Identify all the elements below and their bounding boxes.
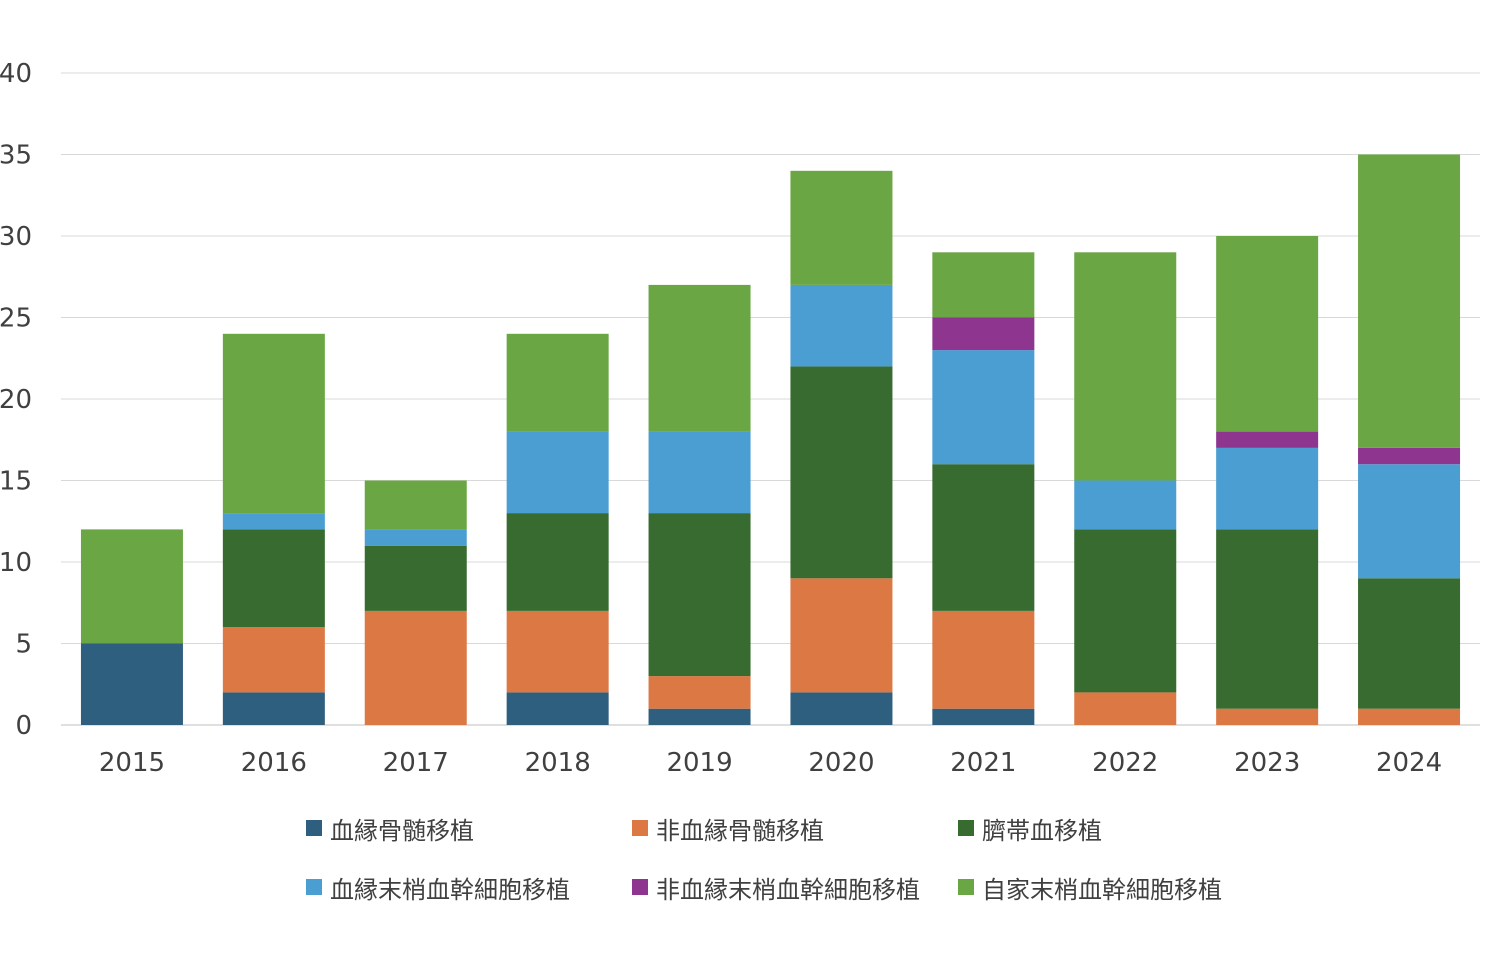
bar-segment-2018-series-0 <box>506 692 609 725</box>
bar-segment-2023-series-5 <box>1216 236 1319 432</box>
y-tick-label: 40 <box>0 59 32 89</box>
bar-segment-2021-series-4 <box>932 317 1035 351</box>
bar-stack-2018 <box>506 333 609 725</box>
legend-label: 臍帯血移植 <box>982 816 1102 845</box>
bar-segment-2023-series-3 <box>1216 447 1319 530</box>
bar-segment-2021-series-2 <box>932 464 1035 611</box>
bar-stack-2023 <box>1216 236 1319 725</box>
bar-segment-2020-series-2 <box>790 366 893 579</box>
legend-item: 血縁末梢血幹細胞移植 <box>306 871 632 904</box>
legend-item: 自家末梢血幹細胞移植 <box>958 871 1288 904</box>
bar-stack-2020 <box>790 170 893 725</box>
bar-segment-2019-series-3 <box>648 431 751 514</box>
x-tick-label: 2021 <box>950 748 1016 778</box>
y-axis-tick-labels: 0 5 10 15 20 25 30 35 40 <box>0 59 32 741</box>
bar-segment-2016-series-0 <box>222 692 325 725</box>
bar-segment-2024-series-4 <box>1358 447 1461 465</box>
bar-segment-2021-series-3 <box>932 350 1035 465</box>
legend-swatch <box>958 820 974 836</box>
bar-segment-2019-series-2 <box>648 513 751 677</box>
bar-segment-2022-series-2 <box>1074 529 1177 693</box>
legend-label: 非血縁末梢血幹細胞移植 <box>656 875 920 904</box>
y-tick-label: 30 <box>0 222 32 252</box>
bar-segment-2021-series-5 <box>932 252 1035 318</box>
bar-stack-2022 <box>1074 252 1177 725</box>
y-tick-label: 5 <box>15 630 32 660</box>
x-tick-label: 2020 <box>808 748 874 778</box>
bar-segment-2016-series-3 <box>222 513 325 530</box>
legend-item: 非血縁骨髄移植 <box>632 812 958 845</box>
y-tick-label: 0 <box>15 711 32 741</box>
bar-segment-2020-series-0 <box>790 692 893 725</box>
x-axis-tick-labels: 2015 2016 2017 2018 2019 2020 2021 2022 2023 2024 <box>99 748 1442 778</box>
bar-stack-2021 <box>932 252 1035 725</box>
y-tick-label: 15 <box>0 467 32 497</box>
bar-segment-2016-series-2 <box>222 529 325 628</box>
bar-segment-2018-series-5 <box>506 333 609 432</box>
bar-segment-2022-series-3 <box>1074 480 1177 530</box>
bar-segment-2024-series-3 <box>1358 464 1461 579</box>
legend: 血縁骨髄移植 非血縁骨髄移植 臍帯血移植血縁末梢血幹細胞移植 非血縁末梢血幹細胞移植 自… <box>306 812 1306 904</box>
legend-label: 血縁末梢血幹細胞移植 <box>330 875 570 904</box>
bar-segment-2020-series-5 <box>790 170 893 285</box>
bar-stack-2019 <box>648 284 751 725</box>
bar-segment-2024-series-5 <box>1358 154 1461 448</box>
bar-segment-2017-series-2 <box>364 545 467 611</box>
x-tick-label: 2022 <box>1092 748 1158 778</box>
bar-segment-2022-series-1 <box>1074 692 1177 725</box>
x-tick-label: 2024 <box>1376 748 1442 778</box>
bar-segment-2023-series-1 <box>1216 708 1319 725</box>
bar-stack-2024 <box>1358 154 1461 725</box>
bar-segment-2017-series-1 <box>364 610 467 725</box>
y-tick-label: 25 <box>0 304 32 334</box>
bar-segment-2018-series-3 <box>506 431 609 514</box>
bar-segment-2016-series-5 <box>222 333 325 514</box>
legend-swatch <box>306 879 322 895</box>
bar-segment-2015-series-5 <box>80 529 183 644</box>
bar-segment-2022-series-5 <box>1074 252 1177 481</box>
legend-swatch <box>306 820 322 836</box>
bar-segment-2024-series-2 <box>1358 578 1461 709</box>
bar-segment-2019-series-5 <box>648 284 751 432</box>
x-tick-label: 2019 <box>666 748 732 778</box>
legend-swatch <box>958 879 974 895</box>
legend-item: 血縁骨髄移植 <box>306 812 632 845</box>
bar-segment-2023-series-2 <box>1216 529 1319 709</box>
bar-stack-2016 <box>222 333 325 725</box>
bar-segment-2017-series-5 <box>364 480 467 530</box>
y-tick-label: 35 <box>0 141 32 171</box>
bar-segment-2018-series-1 <box>506 610 609 693</box>
bar-segment-2016-series-1 <box>222 627 325 693</box>
bar-stack-2017 <box>364 480 467 725</box>
bar-segment-2020-series-3 <box>790 284 893 367</box>
legend-swatch <box>632 820 648 836</box>
bar-segment-2020-series-1 <box>790 578 893 693</box>
x-tick-label: 2017 <box>383 748 449 778</box>
y-tick-label: 20 <box>0 385 32 415</box>
bar-stack-2015 <box>80 529 183 725</box>
bar-segment-2017-series-3 <box>364 529 467 546</box>
bar-segment-2021-series-1 <box>932 610 1035 709</box>
bar-segment-2023-series-4 <box>1216 431 1319 448</box>
y-tick-label: 10 <box>0 548 32 578</box>
legend-item: 非血縁末梢血幹細胞移植 <box>632 871 958 904</box>
bars <box>80 154 1461 725</box>
x-tick-label: 2023 <box>1234 748 1300 778</box>
legend-label: 自家末梢血幹細胞移植 <box>982 875 1222 904</box>
bar-segment-2019-series-1 <box>648 676 751 709</box>
legend-label: 血縁骨髄移植 <box>330 816 474 845</box>
bar-segment-2018-series-2 <box>506 513 609 611</box>
stacked-bar-chart: 0 5 10 15 20 25 30 35 40 2015 2016 2017 2018 2019 202… <box>0 59 1480 778</box>
legend-label: 非血縁骨髄移植 <box>656 816 824 845</box>
legend-item: 臍帯血移植 <box>958 812 1288 845</box>
bar-segment-2021-series-0 <box>932 708 1035 725</box>
x-tick-label: 2015 <box>99 748 165 778</box>
bar-segment-2015-series-0 <box>80 643 183 725</box>
bar-segment-2024-series-1 <box>1358 708 1461 725</box>
bar-segment-2019-series-0 <box>648 708 751 725</box>
x-tick-label: 2018 <box>525 748 591 778</box>
legend-swatch <box>632 879 648 895</box>
x-tick-label: 2016 <box>241 748 307 778</box>
